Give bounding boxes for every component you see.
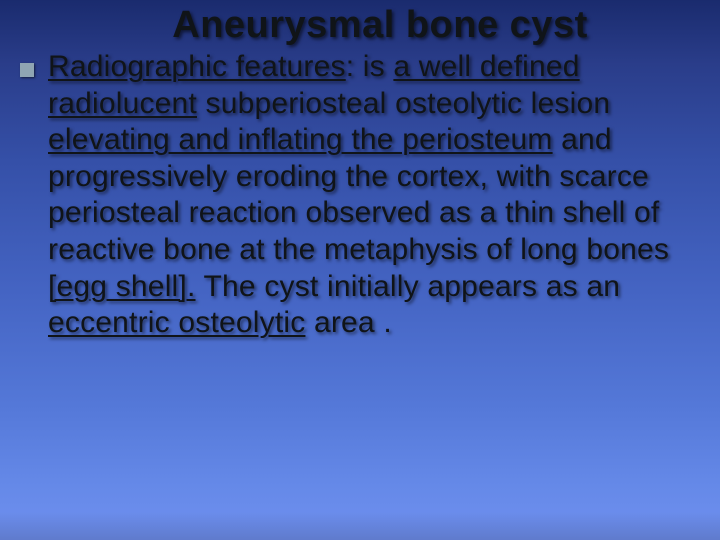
body-text: Radiographic features: is a well defined… [48,49,702,342]
slide-title: Aneurysmal bone cyst [58,4,702,47]
text-plain: The cyst initially appears as an [196,270,621,303]
content-row: Radiographic features: is a well defined… [18,49,702,342]
text-underlined: Radiographic features [48,50,346,83]
slide: Aneurysmal bone cyst Radiographic featur… [0,0,720,540]
text-plain: subperiosteal osteolytic lesion [197,87,610,120]
text-underlined: [egg shell]. [48,270,196,303]
text-underlined: eccentric osteolytic [48,306,305,339]
bullet-square-icon [20,63,34,77]
text-plain: : is [346,50,394,83]
text-underlined: elevating and inflating the periosteum [48,123,553,156]
text-plain: area . [305,306,391,339]
bottom-shadow [0,512,720,540]
